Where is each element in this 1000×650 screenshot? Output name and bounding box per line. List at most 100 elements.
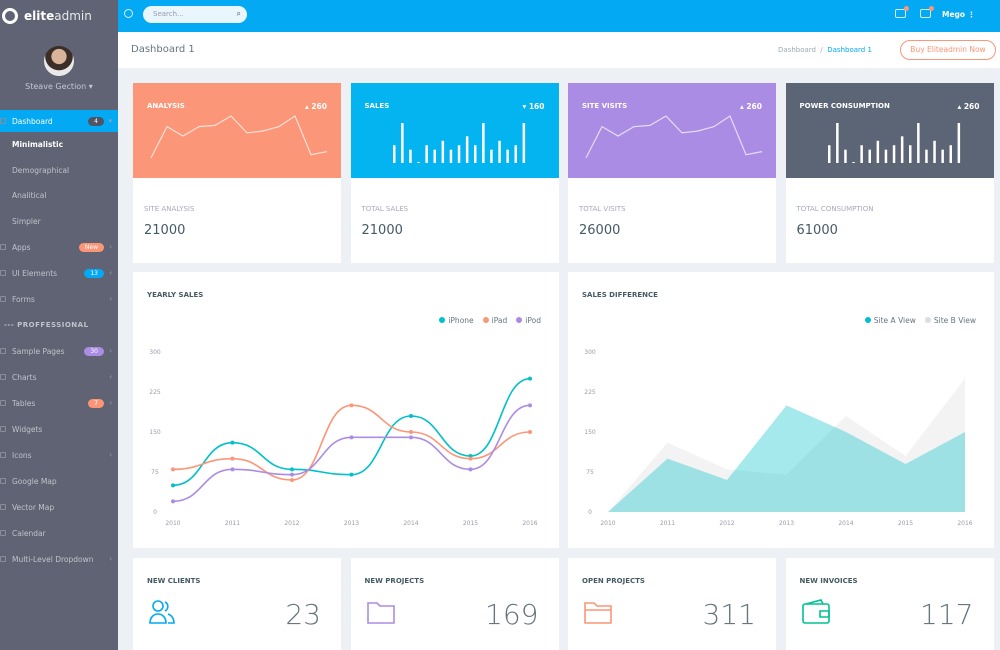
user-menu[interactable]: Mego ⋮ — [942, 10, 976, 19]
info-value: 169 — [485, 598, 539, 631]
info-card-open-projects: OPEN PROJECTS 311 — [568, 558, 776, 650]
buy-button[interactable]: Buy Eliteadmin Now — [900, 40, 996, 60]
stat-value: 21000 — [361, 223, 403, 238]
sidebar-toggle-icon[interactable] — [124, 9, 133, 18]
sidebar-item-label: Google Map — [12, 476, 57, 486]
sidebar-item-ui-elements[interactable]: UI Elements 13 ‹ — [0, 260, 118, 286]
legend-dot — [516, 317, 523, 323]
legend-item[interactable]: iPhone — [439, 316, 474, 325]
messages-icon[interactable] — [895, 6, 909, 18]
sidebar-item-calendar[interactable]: Calendar — [0, 520, 118, 546]
sidebar-item-label: Forms — [12, 294, 35, 304]
sidebar-item-label: Minimalistic — [12, 140, 64, 150]
x-tick-label: 2014 — [403, 520, 418, 527]
spark-bar — [876, 140, 879, 163]
data-point — [171, 483, 175, 488]
chevron-icon: ‹ — [109, 555, 112, 563]
menu-item-icon — [0, 270, 6, 276]
series-area-Site A View — [608, 405, 965, 512]
spark-bar — [497, 140, 501, 163]
y-tick-label: 75 — [151, 469, 159, 476]
legend-item[interactable]: Site A View — [864, 316, 916, 325]
sidebar-item-charts[interactable]: Charts ‹ — [0, 364, 118, 390]
info-value: 117 — [920, 598, 974, 631]
sidebar-item-label: Sample Pages — [12, 346, 65, 356]
sidebar-item-widgets[interactable]: Widgets — [0, 416, 118, 442]
user-name-dropdown[interactable]: Steave Gection ▾ — [25, 82, 93, 91]
x-tick-label: 2012 — [719, 520, 734, 527]
data-point — [409, 414, 413, 418]
spark-bar — [827, 145, 830, 163]
sidebar-item-simpler[interactable]: Simpler — [0, 209, 118, 235]
spark-bar — [859, 145, 863, 163]
y-tick-label: 75 — [586, 469, 594, 476]
sidebar-item-label: Charts — [12, 372, 37, 382]
stat-sub-label: TOTAL SALES — [361, 205, 409, 213]
legend-item[interactable]: iPod — [516, 316, 541, 325]
sidebar-item-icons[interactable]: Icons ‹ — [0, 442, 118, 468]
legend-item[interactable]: iPad — [482, 316, 507, 325]
data-point — [409, 435, 413, 440]
x-tick-label: 2013 — [779, 520, 794, 527]
menu-item-icon — [0, 452, 6, 458]
x-tick-label: 2015 — [463, 520, 478, 527]
arrow-up-icon: ▴ — [957, 102, 964, 111]
info-card-new-projects: NEW PROJECTS 169 — [350, 558, 559, 650]
data-point — [290, 467, 294, 472]
search-input[interactable]: Search... ⌕ — [143, 6, 247, 23]
sidebar-item-forms[interactable]: Forms ‹ — [0, 286, 118, 312]
data-point — [290, 478, 294, 482]
menu-item-icon — [0, 556, 6, 562]
x-tick-label: 2014 — [838, 520, 853, 527]
menu-item-icon — [0, 374, 6, 380]
spark-bar — [473, 145, 476, 163]
stat-card-header: ANALYSIS ▴ 260 — [133, 83, 341, 178]
stat-card-header: SALES ▾ 160 — [350, 83, 559, 178]
logo-icon — [2, 8, 18, 24]
search-icon[interactable]: ⌕ — [236, 9, 241, 18]
chevron-icon: ‹ — [109, 373, 112, 381]
sidebar-item-sample-pages[interactable]: Sample Pages 30 ‹ — [0, 338, 118, 364]
sidebar-item-multi-level-dropdown[interactable]: Multi-Level Dropdown ‹ — [0, 546, 118, 572]
sidebar-item-analitical[interactable]: Analitical — [0, 183, 118, 209]
sparkline — [392, 123, 525, 163]
sidebar-item-google-map[interactable]: Google Map — [0, 468, 118, 494]
chevron-icon: ‹ — [109, 451, 112, 459]
info-card-new-clients: NEW CLIENTS 23 — [133, 558, 341, 650]
y-tick-label: 225 — [584, 389, 596, 396]
breadcrumb-dashboard[interactable]: Dashboard — [778, 46, 816, 54]
spark-bar — [449, 149, 452, 163]
sidebar-item-vector-map[interactable]: Vector Map — [0, 494, 118, 520]
stat-card-analysis: ANALYSIS ▴ 260 SITE ANALYSIS 21000 — [133, 83, 341, 263]
y-tick-label: 150 — [584, 429, 596, 436]
notifications-icon[interactable] — [920, 6, 934, 18]
sidebar-item-dashboard[interactable]: Dashboard 4 ▾ — [0, 110, 118, 132]
sidebar-badge: 4 — [88, 116, 104, 126]
sidebar-item-demographical[interactable]: Demographical — [0, 158, 118, 184]
x-tick-label: 2012 — [284, 520, 299, 527]
chevron-icon: ‹ — [109, 295, 112, 303]
chevron-icon: ‹ — [109, 269, 112, 277]
sidebar-item-tables[interactable]: Tables 7 ‹ — [0, 390, 118, 416]
sidebar-item-label: Dashboard — [12, 116, 53, 126]
menu-item-icon — [0, 478, 6, 484]
spark-bar — [892, 145, 895, 163]
legend-dot — [482, 317, 489, 323]
chart-plot: 0 75 150 225 300 2010 2011 2012 2013 2014 2015 2016 — [584, 349, 973, 527]
spark-bar — [868, 149, 871, 163]
breadcrumb-current: Dashboard 1 — [827, 46, 872, 54]
stat-sub-label: TOTAL VISITS — [579, 205, 626, 213]
data-point — [171, 467, 175, 472]
page-title: Dashboard 1 — [131, 44, 195, 55]
sidebar-item-label: Apps — [12, 242, 31, 252]
menu-item-icon — [0, 426, 6, 432]
sidebar-item-minimalistic[interactable]: Minimalistic — [0, 132, 118, 158]
legend-item[interactable]: Site B View — [924, 316, 976, 325]
logo[interactable]: elite admin — [0, 0, 118, 32]
stat-label: POWER CONSUMPTION — [799, 102, 890, 110]
spark-bar — [441, 140, 444, 163]
avatar[interactable] — [44, 46, 74, 76]
menu-item-icon — [0, 244, 6, 250]
sidebar-item-apps[interactable]: Apps New ‹ — [0, 234, 118, 260]
series-line-iPod — [172, 404, 531, 503]
